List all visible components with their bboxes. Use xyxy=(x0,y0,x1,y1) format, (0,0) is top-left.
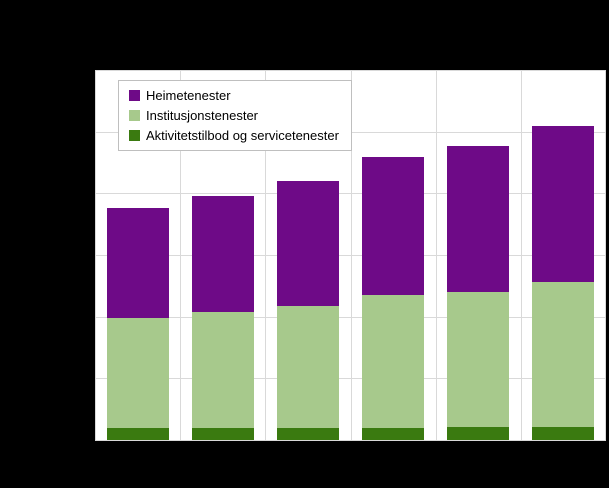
vertical-gridline xyxy=(180,70,182,440)
legend-label: Institusjonstenester xyxy=(146,108,259,123)
horizontal-gridline xyxy=(95,440,606,441)
bar-segment-institusjonstenester xyxy=(107,318,169,429)
bar-segment-aktivitetstilbod-og-servicetenester xyxy=(277,427,339,440)
bar-segment-institusjonstenester xyxy=(362,295,424,428)
bar-segment-heimetenester xyxy=(107,208,169,319)
vertical-gridline xyxy=(605,70,606,440)
legend-swatch-icon xyxy=(129,90,140,101)
bar xyxy=(192,196,254,440)
bar-segment-institusjonstenester xyxy=(192,312,254,429)
bar-segment-heimetenester xyxy=(447,145,509,292)
legend-swatch-icon xyxy=(129,110,140,121)
vertical-gridline xyxy=(520,70,522,440)
legend-item: Heimetenester xyxy=(129,88,339,103)
bar-segment-heimetenester xyxy=(277,181,339,307)
bar xyxy=(362,157,424,440)
legend-label: Heimetenester xyxy=(146,88,231,103)
bar xyxy=(107,208,169,440)
bar-segment-aktivitetstilbod-og-servicetenester xyxy=(192,428,254,440)
plot-area: Heimetenester Institusjonstenester Aktivit… xyxy=(95,70,606,441)
bar-segment-heimetenester xyxy=(532,125,594,283)
bar-segment-aktivitetstilbod-og-servicetenester xyxy=(532,427,594,440)
legend-item: Aktivitetstilbod og servicetenester xyxy=(129,128,339,143)
bar-segment-institusjonstenester xyxy=(447,291,509,428)
bar-segment-institusjonstenester xyxy=(277,306,339,428)
vertical-gridline xyxy=(265,70,267,440)
bar-segment-aktivitetstilbod-og-servicetenester xyxy=(362,427,424,440)
bar-segment-heimetenester xyxy=(362,157,424,296)
legend-swatch-icon xyxy=(129,130,140,141)
vertical-gridline xyxy=(95,70,96,440)
bar-segment-aktivitetstilbod-og-servicetenester xyxy=(107,428,169,440)
vertical-gridline xyxy=(435,70,437,440)
legend-item: Institusjonstenester xyxy=(129,108,339,123)
bar-segment-aktivitetstilbod-og-servicetenester xyxy=(447,427,509,440)
legend-label: Aktivitetstilbod og servicetenester xyxy=(146,128,339,143)
bar xyxy=(447,145,509,440)
bar xyxy=(277,181,339,440)
bar xyxy=(532,125,594,440)
vertical-gridline xyxy=(350,70,352,440)
legend: Heimetenester Institusjonstenester Aktivit… xyxy=(118,80,352,151)
bar-segment-institusjonstenester xyxy=(532,282,594,428)
bar-segment-heimetenester xyxy=(192,196,254,313)
